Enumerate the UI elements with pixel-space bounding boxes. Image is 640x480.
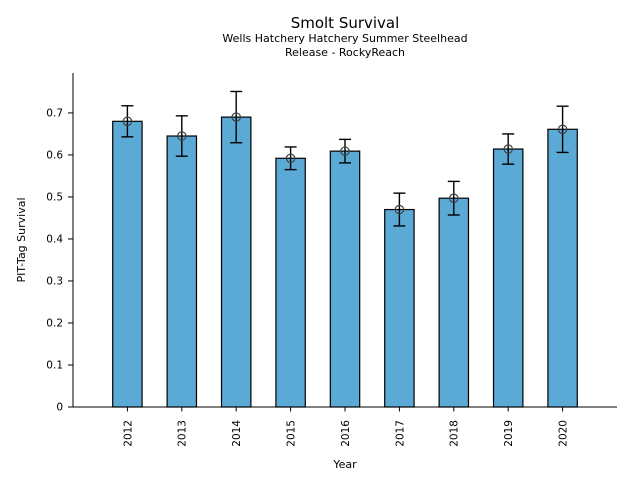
data-point-marker [557,124,568,135]
x-axis-ticks: 2012 2013 2014 2015 2016 2017 2018 2019 2020 [122,407,570,447]
y-tick-label: 0.3 [46,276,63,288]
data-point-marker [340,146,350,156]
y-tick-label: 0.4 [46,234,63,246]
data-point-marker [394,204,405,215]
x-tick-label: 2013 [177,420,189,447]
error-bar-2015 [284,146,297,171]
y-tick-label: 0.1 [46,360,63,372]
y-tick-label: 0.6 [46,150,63,162]
y-tick-label: 0.2 [46,318,63,330]
y-tick-label: 0.7 [46,108,63,120]
bar-2014 [220,116,252,408]
bar-2013 [166,135,198,408]
data-point-marker [231,112,241,122]
x-tick-label: 2016 [340,420,352,447]
error-bar-2013 [175,115,188,157]
x-tick-label: 2017 [394,420,406,447]
error-bar-2019 [502,133,515,165]
y-axis-ticks: 0 0.1 0.2 0.3 0.4 0.5 0.6 0.7 [46,108,73,414]
x-tick-label: 2019 [503,420,515,447]
error-bar-2014 [230,90,243,144]
chart-subtitle-line-1: Wells Hatchery Hatchery Summer Steelhead [222,32,467,45]
x-tick-label: 2020 [558,420,570,447]
bar-2017 [384,208,415,408]
error-bar-2018 [447,180,460,216]
bar-2015 [275,157,306,408]
error-bar-2020 [556,105,569,154]
chart-subtitle-line-2: Release - RockyReach [285,46,405,59]
data-point-marker [122,116,133,127]
x-tick-label: 2015 [286,420,298,447]
x-tick-label: 2018 [449,420,461,447]
x-tick-label: 2014 [231,420,243,447]
error-bar-2012 [121,105,134,138]
y-tick-label: 0 [56,402,63,414]
error-bar-2017 [393,192,406,227]
x-tick-label: 2012 [122,420,134,447]
error-bar-2016 [339,138,351,164]
y-tick-label: 0.5 [46,192,63,204]
bar-2016 [329,150,361,408]
bar-2020 [547,128,578,408]
bar-2018 [438,197,470,408]
data-point-marker [503,144,513,154]
chart-title: Smolt Survival [291,14,400,32]
bar-2019 [492,148,524,408]
y-axis-label: PIT-Tag Survival [15,197,28,282]
data-point-marker [285,153,296,164]
bar-2012 [112,120,143,408]
error-bars [121,90,569,227]
data-point-marker [448,193,459,203]
x-axis-label: Year [332,458,357,471]
data-point-marker [177,131,187,141]
